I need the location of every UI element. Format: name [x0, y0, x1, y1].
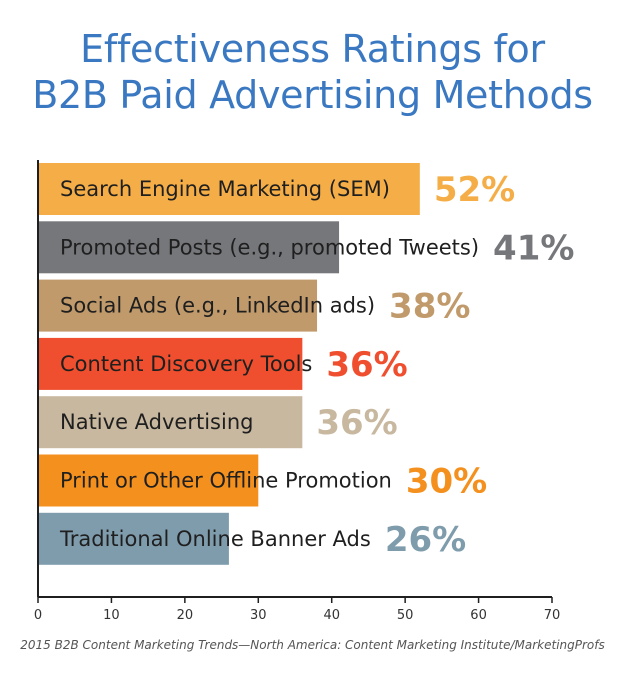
x-tick-label-60: 60: [470, 608, 487, 623]
category-label-4: Content Discovery Tools: [60, 352, 312, 376]
value-label-2: 41%: [493, 228, 574, 268]
category-label-6: Print or Other Offline Promotion: [60, 469, 392, 493]
chart-title-line-1: Effectiveness Ratings for: [80, 27, 545, 71]
bars-group: Search Engine Marketing (SEM) 52% Promoted…: [38, 163, 574, 565]
value-label-6: 30%: [406, 462, 487, 502]
x-tick-label-70: 70: [544, 608, 561, 623]
bar-6: [38, 454, 259, 507]
category-label-2: Promoted Posts (e.g., promoted Tweets): [60, 235, 479, 259]
bar-4: [38, 337, 303, 390]
bar-2: [38, 221, 340, 274]
x-tick-label-40: 40: [323, 608, 340, 623]
x-axis-ticks: 0 10 20 30 40 50 60 70: [34, 597, 560, 623]
value-label-7: 26%: [385, 520, 466, 560]
category-label-7: Traditional Online Banner Ads: [59, 527, 371, 551]
x-tick-label-10: 10: [103, 608, 120, 623]
category-label-1: Search Engine Marketing (SEM): [60, 177, 390, 201]
category-label-5: Native Advertising: [60, 410, 253, 434]
x-tick-label-0: 0: [34, 608, 42, 623]
bar-1: [38, 163, 420, 215]
chart-title: Effectiveness Ratings for B2B Paid Adver…: [0, 26, 625, 118]
bar-7: [38, 512, 229, 565]
x-tick-label-50: 50: [397, 608, 414, 623]
value-label-3: 38%: [389, 287, 470, 327]
x-tick-label-20: 20: [177, 608, 194, 623]
bar-5: [38, 396, 303, 449]
chart-title-line-2: B2B Paid Advertising Methods: [32, 73, 593, 117]
source-note: 2015 B2B Content Marketing Trends—North …: [20, 638, 605, 652]
category-label-3: Social Ads (e.g., LinkedIn ads): [60, 294, 375, 318]
value-label-1: 52%: [434, 170, 515, 210]
value-label-5: 36%: [316, 403, 397, 443]
bar-3: [38, 279, 318, 332]
x-tick-label-30: 30: [250, 608, 267, 623]
value-label-4: 36%: [326, 345, 407, 385]
